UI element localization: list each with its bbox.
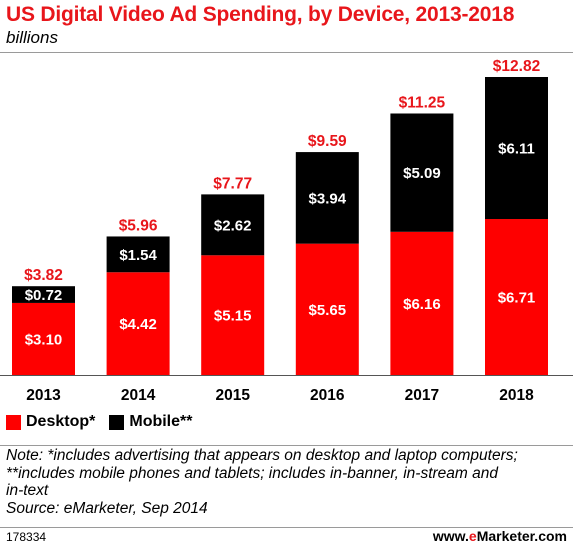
total-label-2014: $5.96 — [119, 217, 158, 234]
brand-suffix: Marketer.com — [476, 528, 567, 544]
source-line: Source: eMarketer, Sep 2014 — [6, 499, 208, 517]
bar-mobile-2015 — [201, 194, 265, 256]
x-tick-label-2013: 2013 — [26, 387, 61, 404]
chart-notes: Note: *includes advertising that appears… — [6, 447, 568, 517]
bar-mobile-2013 — [12, 286, 75, 303]
bar-mobile-2014 — [106, 236, 170, 273]
legend-label-mobile: Mobile** — [129, 413, 193, 430]
data-label-desktop-2013: $3.10 — [25, 331, 63, 348]
data-label-desktop-2014: $4.42 — [119, 316, 157, 333]
x-tick-label-2016: 2016 — [310, 387, 345, 404]
notes-divider — [0, 445, 573, 446]
x-tick-label-2014: 2014 — [121, 387, 156, 404]
brand-prefix: www. — [432, 528, 469, 544]
legend-swatch-desktop — [6, 414, 21, 430]
x-tick-label-2015: 2015 — [215, 387, 250, 404]
note-line-3: in-text — [6, 482, 49, 499]
data-label-mobile-2017: $5.09 — [403, 165, 441, 182]
chart-subtitle: billions — [6, 28, 58, 47]
total-label-2016: $9.59 — [308, 133, 347, 150]
bar-desktop-2015 — [201, 255, 265, 375]
data-label-desktop-2016: $5.65 — [309, 302, 347, 319]
bar-desktop-2013 — [12, 302, 75, 375]
legend-item-desktop: Desktop* — [6, 413, 95, 431]
bar-mobile-2016 — [295, 152, 359, 244]
data-label-desktop-2018: $6.71 — [498, 290, 536, 307]
bar-desktop-2016 — [295, 243, 359, 375]
data-label-mobile-2016: $3.94 — [309, 190, 347, 207]
legend-swatch-mobile — [109, 414, 125, 430]
data-label-mobile-2018: $6.11 — [498, 141, 535, 158]
brand-url: www.eMarketer.com — [433, 528, 567, 544]
total-label-2015: $7.77 — [213, 175, 252, 192]
total-label-2018: $12.82 — [493, 58, 540, 75]
chart-title: US Digital Video Ad Spending, by Device,… — [6, 3, 515, 26]
stacked-bar-chart: $3.10 $0.72 $3.82 2013 $4.42 $1.54 $5.96 2014 $5… — [0, 58, 573, 404]
data-label-mobile-2014: $1.54 — [119, 247, 157, 264]
note-line-2: **includes mobile phones and tablets; in… — [6, 464, 498, 482]
x-tick-label-2018: 2018 — [499, 387, 534, 404]
bar-mobile-2017 — [390, 113, 454, 232]
top-divider — [0, 52, 573, 53]
data-label-mobile-2013: $0.72 — [25, 287, 63, 304]
data-label-desktop-2015: $5.15 — [214, 308, 252, 325]
chart-id: 178334 — [6, 530, 47, 544]
brand-accent: e — [468, 528, 477, 544]
x-tick-label-2017: 2017 — [405, 387, 439, 404]
legend-item-mobile: Mobile** — [109, 413, 192, 431]
footer-divider — [0, 527, 573, 528]
legend-label-desktop: Desktop* — [26, 413, 96, 430]
data-label-mobile-2015: $2.62 — [214, 217, 252, 234]
total-label-2017: $11.25 — [399, 94, 446, 111]
bar-desktop-2014 — [106, 272, 170, 375]
legend: Desktop* Mobile** — [6, 411, 206, 433]
total-label-2013: $3.82 — [24, 267, 63, 284]
bar-desktop-2018 — [485, 219, 548, 375]
bar-mobile-2018 — [485, 77, 548, 220]
data-label-desktop-2017: $6.16 — [403, 296, 441, 313]
note-line-1: Note: *includes advertising that appears… — [6, 447, 518, 464]
bar-desktop-2017 — [390, 231, 454, 375]
